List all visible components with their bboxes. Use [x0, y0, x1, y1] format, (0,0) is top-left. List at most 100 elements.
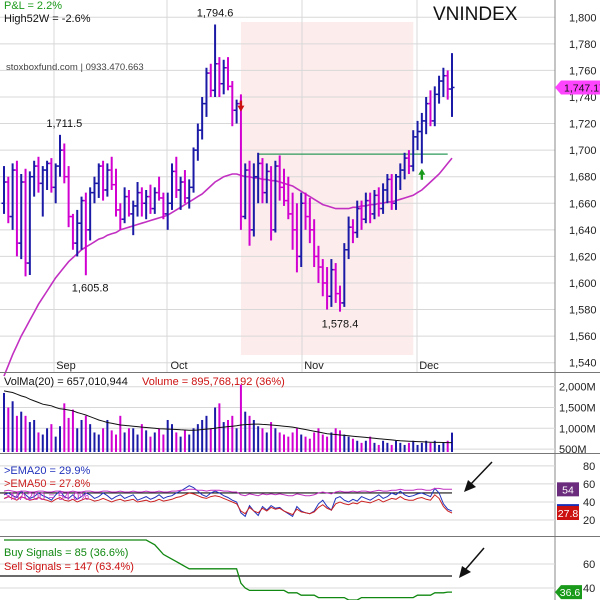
price-bar [113, 168, 119, 217]
price-bar [57, 134, 63, 177]
arrow-head-icon [464, 480, 476, 492]
price-bar [156, 176, 162, 201]
breadth-badges: 5429.927.8 [557, 482, 579, 521]
price-bar [61, 143, 67, 184]
price-bar [91, 176, 97, 204]
price-bar [100, 160, 106, 201]
price-bar [436, 75, 442, 104]
price-bar [182, 170, 188, 204]
signals-gridlines [0, 563, 555, 589]
price-bar [234, 99, 240, 124]
price-bar [44, 160, 50, 190]
breadth-arrow-annotation [464, 461, 493, 492]
price-x-tick-label: Oct [170, 360, 187, 372]
volume-gridlines [0, 386, 555, 450]
breadth-legend: >EMA20 = 29.9%>EMA50 = 27.8%>MA200 = 54.… [4, 465, 90, 503]
breadth-y-tick-label: 20 [583, 515, 595, 527]
price-bar [216, 57, 222, 97]
price-bar [31, 160, 37, 197]
signals-panel: 60 40 36.6 Buy Signals = 85 (36.6%) Sell S… [0, 539, 595, 600]
price-bar [419, 112, 425, 164]
breadth-gridlines [0, 465, 555, 521]
price-bar [449, 53, 455, 117]
price-bar [109, 156, 115, 190]
breadth-series-line [3, 492, 453, 516]
signals-arrow-annotation [459, 547, 485, 578]
price-bar [35, 156, 41, 193]
price-y-tick-label: 1,560 [569, 331, 597, 343]
price-bar [208, 63, 214, 97]
price-y-tick-label: 1,660 [569, 198, 597, 210]
pl-label: P&L = 2.2% [4, 0, 62, 12]
volume-moving-average [3, 390, 452, 444]
price-bar [14, 160, 20, 257]
price-y-tick-label: 1,780 [569, 39, 597, 51]
price-annotation: 1,578.4 [322, 319, 359, 331]
volume-y-tick-labels: 2,000M 1,500M 1,000M 500M [559, 382, 596, 456]
price-bar [1, 166, 7, 214]
last-price-badge: 1,747.17 [555, 80, 600, 95]
price-bar [199, 96, 205, 140]
price-bar [195, 123, 201, 161]
price-y-tick-label: 1,800 [569, 12, 597, 24]
price-bar [212, 24, 218, 97]
volume-legend-entry: Volume = 895,768,192 (36%) [142, 376, 285, 388]
breadth-y-tick-labels: 80 60 40 20 [583, 461, 595, 527]
breadth-lines [3, 485, 453, 518]
arrow-head-icon [459, 566, 471, 578]
signals-legend-entry: Buy Signals = 85 (36.6%) [4, 547, 128, 559]
price-bar [79, 196, 85, 250]
price-bar [423, 96, 429, 135]
price-annotation: 1,794.6 [197, 7, 234, 19]
price-x-tick-label: Dec [419, 360, 439, 372]
price-y-tick-label: 1,700 [569, 145, 597, 157]
volume-y-tick-label: 1,000M [559, 423, 596, 435]
price-bar [83, 192, 89, 276]
signals-y-tick-label: 40 [583, 583, 595, 595]
signals-series-line [4, 539, 452, 600]
signals-badges: 36.6 [555, 585, 582, 600]
price-y-tick-labels: 1,540 1,560 1,580 1,600 1,620 1,640 1,660 1,680… [569, 12, 597, 369]
price-bar [440, 67, 446, 97]
signals-lines [4, 539, 452, 600]
price-x-tick-label: Nov [304, 360, 324, 372]
price-bar [143, 189, 149, 220]
price-annotations: 1,794.6 1,711.5 1,605.8 1,578.4 [46, 7, 358, 330]
price-bar [10, 163, 16, 230]
sell-arrow-icon [237, 100, 245, 112]
price-bar [415, 120, 421, 151]
price-x-tick-label: Sep [56, 360, 76, 372]
price-bar [186, 179, 192, 209]
volume-legend-entry: VolMa(20) = 657,010,944 [4, 376, 128, 388]
price-bar [221, 59, 227, 95]
signals-legend: Buy Signals = 85 (36.6%) Sell Signals = 1… [4, 547, 134, 573]
price-bar [48, 158, 54, 193]
signals-legend-entry: Sell Signals = 147 (63.4%) [4, 561, 134, 573]
price-y-tick-label: 1,680 [569, 172, 597, 184]
volume-bars [3, 384, 453, 452]
price-bar [27, 171, 33, 276]
price-bars [1, 24, 455, 312]
price-y-tick-label: 1,760 [569, 65, 597, 77]
price-bar [152, 187, 158, 214]
price-bar [139, 187, 145, 217]
last-price-label: 1,747.17 [564, 82, 600, 94]
price-bar [203, 67, 209, 117]
volume-y-tick-label: 500M [559, 444, 587, 456]
last-price-tag [555, 80, 600, 95]
price-bar [74, 209, 80, 257]
price-x-tick-labels: Sep Oct Nov Dec [56, 360, 439, 372]
high52w-label: High52W = -2.6% [4, 13, 91, 25]
signal-arrows [237, 100, 426, 180]
price-bar [191, 147, 197, 193]
breadth-series-line [3, 485, 453, 518]
volume-panel: 2,000M 1,500M 1,000M 500M VolMa(20) = 657,0… [0, 376, 596, 456]
price-bar [229, 81, 235, 127]
price-bar [5, 176, 11, 224]
price-bar [104, 163, 110, 197]
price-bar [66, 166, 72, 228]
breadth-badge [557, 506, 579, 521]
breadth-y-tick-label: 60 [583, 479, 595, 491]
